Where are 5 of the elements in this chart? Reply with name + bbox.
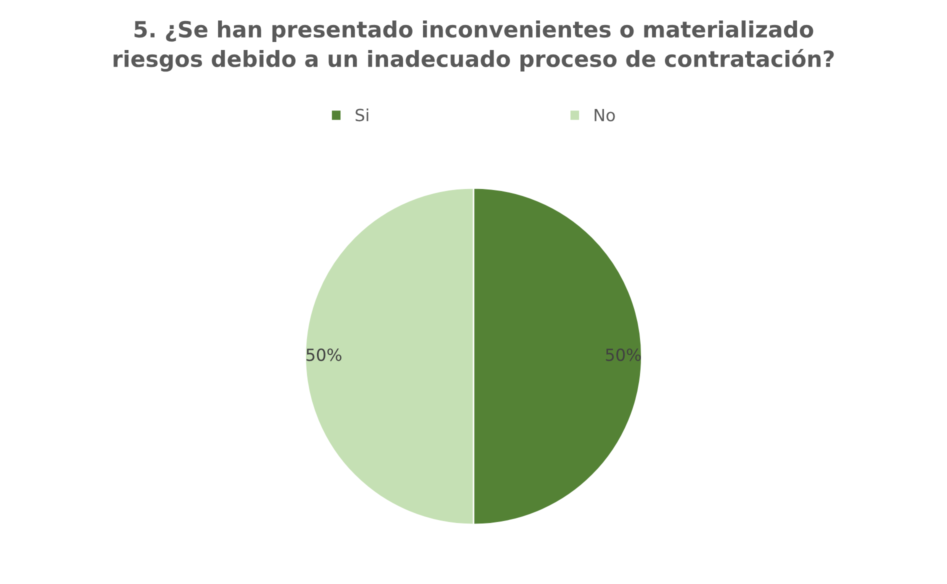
chart-title: 5. ¿Se han presentado inconvenientes o materializado riesgos debido a un inadecuado proceso de contratación? [114, 20, 834, 72]
legend-label: No [594, 108, 615, 122]
legend-label: Si [356, 108, 368, 122]
data-label: 50% [606, 348, 641, 362]
data-label: 50% [306, 348, 342, 362]
